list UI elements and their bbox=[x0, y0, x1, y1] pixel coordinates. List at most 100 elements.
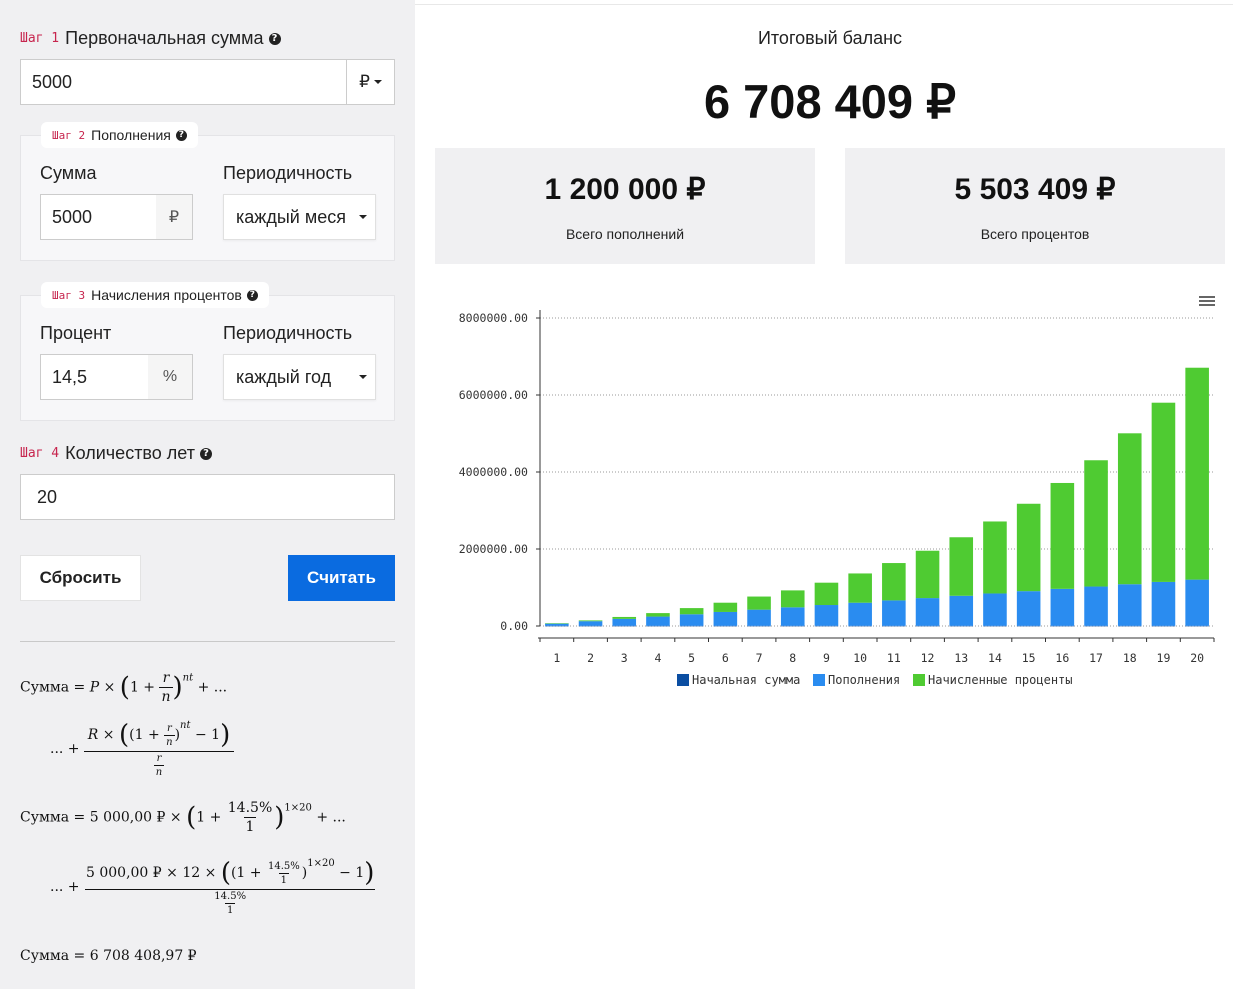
bar-2-12 bbox=[915, 598, 940, 626]
calculate-button[interactable]: Считать bbox=[288, 555, 395, 601]
reset-button[interactable]: Сбросить bbox=[20, 555, 141, 601]
bar-1-1 bbox=[545, 625, 569, 627]
bar-2-9 bbox=[814, 605, 839, 626]
bar-1-20 bbox=[1185, 625, 1209, 627]
divider bbox=[20, 641, 395, 642]
deposits-value: 1 200 000 ₽ bbox=[544, 173, 706, 206]
formula-ellipsis: ... bbox=[50, 741, 64, 757]
deposit-sum-input[interactable]: 5000 ₽ bbox=[40, 194, 193, 240]
bar-2-13 bbox=[949, 595, 974, 626]
step4-header: Шаг 4 Количество лет ? bbox=[20, 443, 212, 464]
x-tick-label: 14 bbox=[988, 651, 1002, 665]
interest-card: 5 503 409 ₽ Всего процентов bbox=[845, 148, 1225, 264]
balance-chart: 0.00 2000000.00 4000000.00 6000000.00 800000… bbox=[459, 296, 1215, 687]
x-tick-label: 19 bbox=[1157, 651, 1171, 665]
bar-3-11 bbox=[882, 563, 906, 601]
help-icon[interactable]: ? bbox=[246, 289, 258, 301]
bar-1-17 bbox=[1084, 625, 1108, 627]
years-input[interactable]: 20 bbox=[20, 474, 395, 520]
x-tick-label: 4 bbox=[654, 651, 661, 665]
bar-2-20 bbox=[1185, 579, 1209, 626]
y-tick-label: 2000000.00 bbox=[459, 542, 528, 556]
percent-unit: % bbox=[148, 355, 192, 399]
help-icon[interactable]: ? bbox=[199, 447, 212, 460]
deposit-period-select[interactable]: каждый месяц bbox=[223, 194, 376, 240]
bar-2-1 bbox=[545, 623, 569, 626]
percent-label: Процент bbox=[40, 323, 112, 343]
formula-exponent: 1×20 bbox=[307, 858, 335, 869]
formula-values-1: Сумма = 5 000,00 ₽ × (1 + 14.5% 1)1×20 + … bbox=[20, 800, 346, 835]
deposit-sum-value: 5000 bbox=[52, 206, 93, 227]
formula-n: 1 bbox=[225, 903, 236, 916]
legend-label-1: Начальная сумма bbox=[692, 673, 800, 687]
step2-code: Шаг 2 bbox=[52, 128, 86, 142]
chevron-down-icon bbox=[359, 375, 367, 379]
formula-values-2: ... + 5 000,00 ₽ × 12 × ((1 + 14.5% 1)1×2… bbox=[50, 858, 376, 916]
formula-ellipsis: ... bbox=[50, 879, 64, 895]
formula-result-value: 6 708 408,97 ₽ bbox=[89, 948, 197, 964]
bar-2-16 bbox=[1050, 588, 1075, 626]
bar-3-14 bbox=[983, 521, 1007, 594]
y-tick-label: 0.00 bbox=[500, 619, 528, 633]
x-tick-label: 16 bbox=[1055, 651, 1069, 665]
bar-1-12 bbox=[915, 625, 940, 627]
legend-label-3: Начисленные проценты bbox=[928, 673, 1073, 687]
bar-3-20 bbox=[1185, 367, 1209, 580]
interest-label: Всего процентов bbox=[980, 226, 1090, 242]
bar-3-5 bbox=[679, 608, 704, 615]
interest-value: 5 503 409 ₽ bbox=[954, 173, 1116, 206]
x-tick-label: 9 bbox=[823, 651, 830, 665]
help-icon[interactable]: ? bbox=[175, 129, 187, 141]
deposit-unit: ₽ bbox=[156, 195, 192, 239]
formula-r-count: 12 bbox=[182, 865, 201, 881]
step2-title: Пополнения bbox=[91, 127, 171, 143]
x-tick-label: 18 bbox=[1123, 651, 1137, 665]
bar-1-11 bbox=[882, 625, 906, 627]
formula-rate: 14.5% bbox=[227, 800, 273, 816]
x-tick-label: 12 bbox=[921, 651, 935, 665]
bar-1-4 bbox=[646, 625, 670, 627]
step4-code: Шаг 4 bbox=[20, 446, 60, 461]
x-tick-label: 2 bbox=[587, 651, 594, 665]
step1-code: Шаг 1 bbox=[20, 31, 60, 46]
percent-input[interactable]: 14,5 % bbox=[40, 354, 193, 400]
bar-3-16 bbox=[1050, 482, 1075, 589]
bar-3-8 bbox=[780, 590, 805, 608]
chevron-down-icon bbox=[373, 80, 382, 84]
bar-2-8 bbox=[780, 607, 805, 626]
step3-title: Начисления процентов bbox=[91, 287, 242, 303]
balance-label: Итоговый баланс bbox=[757, 28, 903, 48]
bar-2-11 bbox=[882, 600, 906, 626]
bar-2-7 bbox=[747, 609, 771, 626]
formula-result: Сумма = 6 708 408,97 ₽ bbox=[20, 948, 197, 964]
calculator-panel: Шаг 1 Первоначальная сумма ? 5000 ₽ Шаг … bbox=[0, 0, 415, 989]
currency-dropdown[interactable]: ₽ bbox=[346, 60, 394, 104]
x-tick-label: 8 bbox=[789, 651, 796, 665]
bar-2-5 bbox=[679, 614, 704, 626]
bar-1-2 bbox=[578, 625, 603, 627]
x-tick-label: 3 bbox=[621, 651, 628, 665]
bar-3-15 bbox=[1016, 503, 1041, 592]
menu-icon[interactable] bbox=[1199, 296, 1215, 306]
bar-3-12 bbox=[915, 550, 940, 599]
interest-period-select[interactable]: каждый год bbox=[223, 354, 376, 400]
bar-1-6 bbox=[713, 625, 738, 627]
formula-sum-word: Сумма bbox=[20, 948, 70, 964]
bar-2-2 bbox=[578, 621, 603, 626]
formula-rate: 14.5% bbox=[267, 860, 300, 872]
bar-3-3 bbox=[612, 616, 637, 619]
initial-amount-input[interactable]: 5000 ₽ bbox=[20, 59, 395, 105]
help-icon[interactable]: ? bbox=[268, 32, 281, 45]
bar-1-15 bbox=[1016, 625, 1041, 627]
step1-title: Первоначальная сумма bbox=[65, 28, 264, 48]
bar-2-10 bbox=[848, 602, 872, 626]
bar-2-14 bbox=[983, 593, 1007, 626]
interest-period-value: каждый год bbox=[236, 366, 332, 387]
bar-1-5 bbox=[679, 625, 704, 627]
bar-2-19 bbox=[1151, 581, 1176, 626]
bar-3-7 bbox=[747, 596, 771, 610]
x-tick-label: 11 bbox=[887, 651, 901, 665]
y-tick-label: 8000000.00 bbox=[459, 311, 528, 325]
formula-sum-word: Сумма bbox=[20, 809, 70, 826]
bar-1-3 bbox=[612, 625, 637, 627]
